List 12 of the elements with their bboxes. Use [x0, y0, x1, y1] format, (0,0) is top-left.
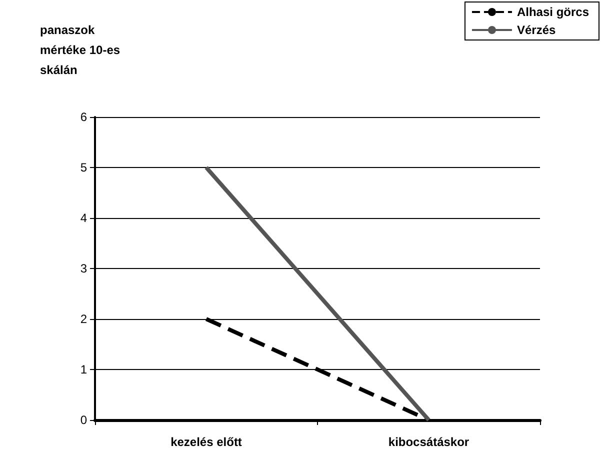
y-tick-label: 5 — [80, 160, 88, 174]
y-tick-label: 0 — [80, 413, 88, 427]
legend-label: Vérzés — [516, 23, 556, 37]
y-tick-label: 6 — [80, 110, 88, 124]
y-tick-label: 4 — [80, 211, 88, 225]
legend-label: Alhasi görcs — [516, 5, 590, 19]
y-tick-label: 3 — [80, 262, 88, 276]
y-axis-title: panaszok mértéke 10-es skálán — [40, 23, 124, 77]
x-tick-label: kezelés előtt — [170, 435, 242, 449]
y-tick-label: 2 — [80, 312, 88, 326]
x-tick-label: kibocsátáskor — [388, 435, 470, 449]
y-tick-label: 1 — [80, 362, 88, 376]
